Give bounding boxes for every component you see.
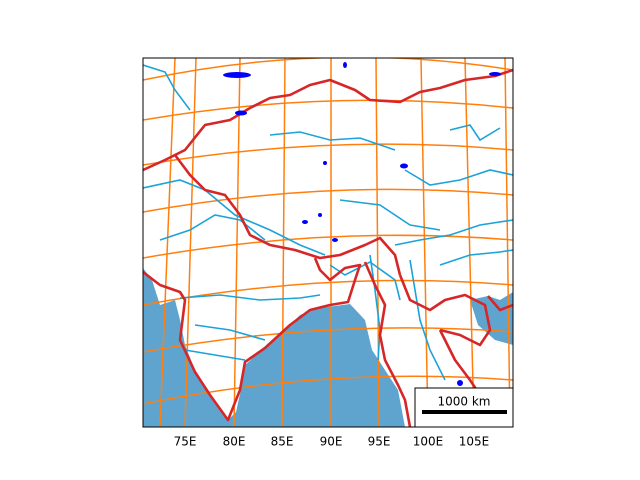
x-tick-label: 105E	[459, 435, 490, 449]
x-axis: 75E 80E 85E 90E 95E 100E 105E	[174, 435, 490, 449]
x-tick-label: 100E	[413, 435, 444, 449]
x-tick-label: 80E	[223, 435, 246, 449]
scale-label: 1000 km	[438, 395, 491, 409]
rivers	[143, 64, 513, 381]
x-tick-label: 95E	[368, 435, 391, 449]
graticule	[143, 58, 513, 427]
x-tick-label: 85E	[271, 435, 294, 449]
lakes	[223, 62, 501, 386]
map-area	[143, 58, 513, 427]
sea	[143, 268, 405, 427]
x-tick-label: 90E	[320, 435, 343, 449]
borders	[143, 68, 513, 427]
scale-bar: 1000 km	[414, 387, 514, 428]
map-frame	[142, 57, 514, 428]
scale-box	[414, 387, 514, 428]
x-tick-label: 75E	[174, 435, 197, 449]
